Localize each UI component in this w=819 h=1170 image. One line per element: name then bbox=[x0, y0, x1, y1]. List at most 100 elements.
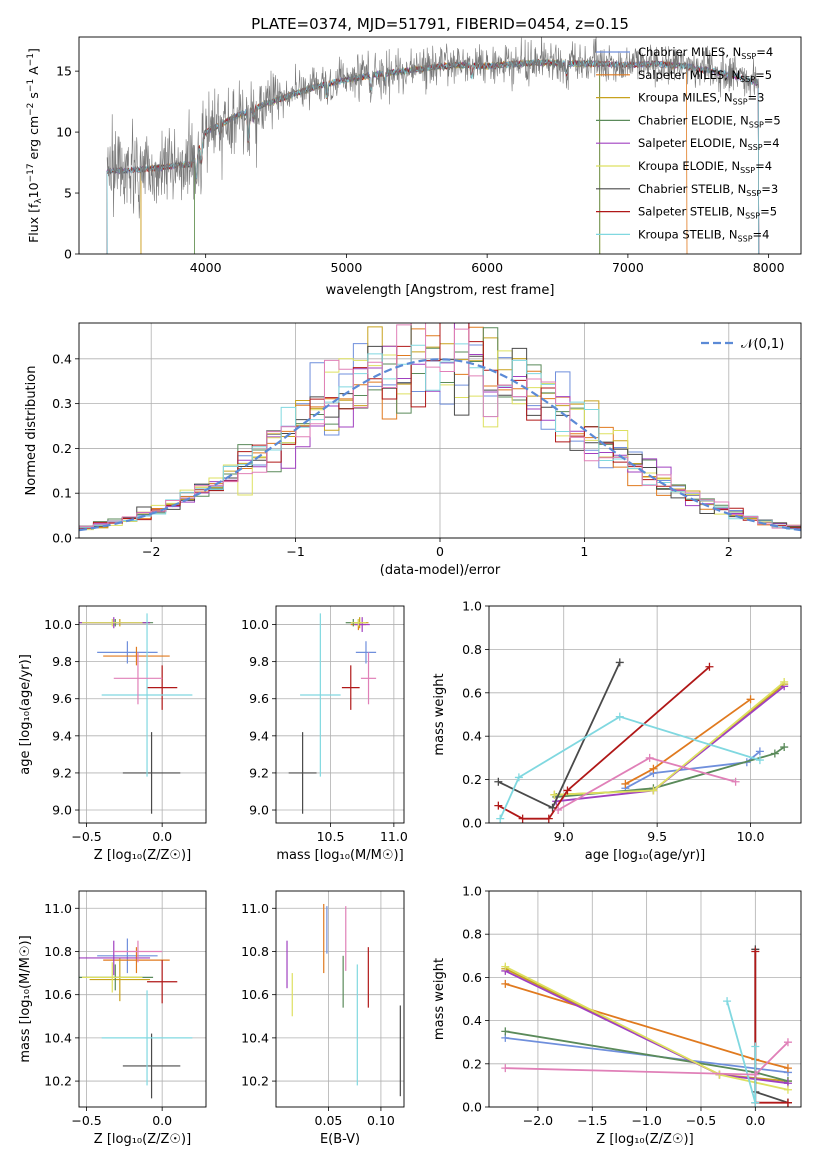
plot-area bbox=[79, 938, 193, 1099]
y-tick-label: 10.0 bbox=[44, 617, 72, 632]
y-axis-label: Normed distribution bbox=[24, 366, 39, 496]
error-point-c5 bbox=[350, 618, 366, 627]
weight-series-c1 bbox=[621, 695, 755, 788]
legend-label: Salpeter ELODIE, NSSP=4 bbox=[638, 136, 780, 152]
axes-frame bbox=[78, 36, 802, 255]
weight-marker bbox=[751, 1098, 760, 1107]
y-tick-label: 0.2 bbox=[462, 1056, 482, 1071]
x-axis-label: (data-model)/error bbox=[380, 563, 501, 578]
error-point-c6 bbox=[122, 732, 181, 814]
weight-series-c5 bbox=[501, 962, 792, 1094]
x-tick-label: 10.5 bbox=[317, 829, 345, 844]
observed-spectrum bbox=[106, 37, 759, 219]
y-tick-label: 5 bbox=[64, 186, 72, 201]
weight-marker bbox=[783, 1085, 792, 1094]
x-tick-label: −2.0 bbox=[523, 1113, 553, 1128]
weight-marker bbox=[783, 1038, 792, 1047]
model-spectrum-c3 bbox=[194, 59, 601, 254]
error-point-c9 bbox=[113, 940, 163, 963]
model-spectrum-c1 bbox=[140, 58, 688, 254]
model-spectrum-c5 bbox=[194, 59, 601, 254]
weight-marker bbox=[544, 814, 553, 823]
weight-marker bbox=[621, 779, 630, 788]
x-tick-label: 1 bbox=[580, 544, 588, 559]
y-axis-label: mass weight bbox=[432, 673, 447, 755]
residuals-panel: −2 −1 0 1 2 0.0 0.1 0.2 0.3 0.4 (data-model)/error… bbox=[24, 322, 802, 578]
axes-frame bbox=[78, 890, 207, 1108]
axes-frame bbox=[78, 605, 207, 824]
weight-marker bbox=[755, 747, 764, 756]
spectrum-plot-area bbox=[106, 37, 760, 254]
legend-label: 𝒩(0,1) bbox=[741, 337, 784, 352]
weight-marker bbox=[494, 801, 503, 810]
y-tick-label: 0.3 bbox=[52, 396, 72, 411]
y-tick-label: 0.6 bbox=[462, 970, 482, 985]
y-tick-label: 0.0 bbox=[462, 816, 482, 831]
y-tick-label: 0.8 bbox=[462, 927, 482, 942]
weight-series-c2 bbox=[550, 680, 789, 799]
y-tick-label: 9.2 bbox=[52, 765, 72, 780]
weight-vs-Z-panel: −2.0 −1.5 −1.0 −0.5 0.0 0.0 0.2 0.4 0.6 0.8 1.0 Z [… bbox=[432, 884, 802, 1147]
legend-item: Kroupa ELODIE, NSSP=4 bbox=[596, 159, 772, 175]
legend-label: Kroupa MILES, NSSP=3 bbox=[638, 91, 764, 107]
legend-item: Chabrier MILES, NSSP=4 bbox=[596, 45, 773, 61]
plot-area bbox=[286, 903, 401, 1097]
y-tick-label: 10.8 bbox=[241, 944, 269, 959]
axes-frame bbox=[275, 890, 405, 1108]
weight-line bbox=[499, 715, 761, 820]
x-tick-label: 10.0 bbox=[737, 829, 765, 844]
y-tick-label: 10.6 bbox=[241, 987, 269, 1002]
error-point-c4 bbox=[354, 617, 370, 632]
error-point-c0 bbox=[355, 641, 377, 664]
legend-label: Kroupa ELODIE, NSSP=4 bbox=[638, 159, 772, 175]
weight-series-c8 bbox=[723, 997, 760, 1107]
y-tick-label: 9.8 bbox=[52, 654, 72, 669]
y-tick-label: 0.2 bbox=[52, 441, 72, 456]
y-tick-label: 0.8 bbox=[462, 642, 482, 657]
legend-label: Chabrier ELODIE, NSSP=5 bbox=[638, 113, 781, 129]
y-tick-label: 10.6 bbox=[44, 987, 72, 1002]
legend-item: Salpeter STELIB, NSSP=5 bbox=[596, 205, 777, 221]
y-tick-label: 9.4 bbox=[52, 728, 72, 743]
error-point-c6 bbox=[288, 732, 317, 814]
y-tick-label: 0.0 bbox=[52, 531, 72, 546]
figure-title: PLATE=0374, MJD=51791, FIBERID=0454, z=0… bbox=[251, 15, 629, 33]
weight-marker bbox=[645, 753, 654, 762]
weight-marker bbox=[501, 1064, 510, 1073]
error-point-c4 bbox=[79, 940, 151, 976]
legend-item: Salpeter MILES, NSSP=5 bbox=[596, 68, 772, 84]
model-spectrum-c8 bbox=[106, 58, 760, 254]
y-axis-label: Flux [fλ10−17 erg cm−2 s−1 A−1] bbox=[26, 48, 44, 243]
weight-line bbox=[624, 750, 761, 790]
spectrum-panel: 4000 5000 6000 7000 8000 0 5 10 15 wavelength [An… bbox=[26, 36, 802, 298]
y-tick-label: 11.0 bbox=[44, 901, 72, 916]
y-tick-label: 15 bbox=[56, 64, 72, 79]
mass-vs-ebv-panel: 0.05 0.10 10.2 10.4 10.6 10.8 11.0 E(B-V) bbox=[241, 890, 405, 1147]
x-tick-label: 9.5 bbox=[647, 829, 667, 844]
x-tick-label: 7000 bbox=[612, 260, 644, 275]
legend-label: Kroupa STELIB, NSSP=4 bbox=[638, 227, 769, 243]
weight-marker bbox=[514, 773, 523, 782]
y-tick-label: 10.2 bbox=[241, 1074, 269, 1089]
error-point-c0 bbox=[97, 938, 158, 974]
y-tick-label: 9.8 bbox=[249, 654, 269, 669]
x-tick-label: 5000 bbox=[331, 260, 363, 275]
y-tick-label: 0.6 bbox=[462, 685, 482, 700]
y-tick-label: 10.4 bbox=[241, 1030, 269, 1045]
error-point-c8 bbox=[101, 613, 193, 777]
weight-marker bbox=[496, 814, 505, 823]
age-vs-mass-panel: 10.5 11.0 9.0 9.2 9.4 9.6 9.8 10.0 mass [log₁₀(M… bbox=[241, 605, 408, 863]
y-tick-label: 9.4 bbox=[249, 728, 269, 743]
error-point-c1 bbox=[103, 646, 170, 666]
error-point-c5 bbox=[82, 962, 143, 993]
weight-marker bbox=[755, 756, 764, 765]
x-tick-label: 0.0 bbox=[152, 829, 172, 844]
x-axis-label: Z [log₁₀(Z/Z☉)] bbox=[94, 848, 191, 863]
weight-marker bbox=[783, 1064, 792, 1073]
legend-item: Salpeter ELODIE, NSSP=4 bbox=[596, 136, 780, 152]
weight-marker bbox=[615, 712, 624, 721]
x-axis-label: wavelength [Angstrom, rest frame] bbox=[326, 283, 555, 298]
normal-curve bbox=[79, 358, 801, 532]
legend-label: Salpeter STELIB, NSSP=5 bbox=[638, 205, 777, 221]
